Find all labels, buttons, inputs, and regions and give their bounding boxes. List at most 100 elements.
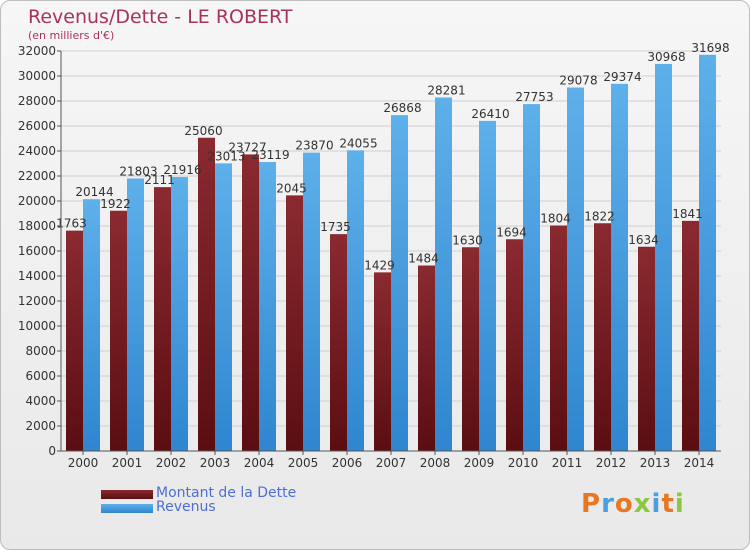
- bar-revenus: [83, 199, 100, 451]
- data-label-revenus: 27753: [515, 90, 553, 104]
- x-tick-label: 2006: [332, 456, 363, 470]
- data-label-revenus: 21803: [119, 164, 157, 178]
- bar-dette: [330, 234, 347, 451]
- bar-dette: [286, 195, 303, 451]
- x-tick-label: 2003: [200, 456, 231, 470]
- bar-revenus: [699, 54, 716, 452]
- bar-revenus: [347, 150, 364, 451]
- bar-dette: [66, 230, 83, 451]
- bar-revenus: [127, 178, 144, 451]
- data-label-dette: 1630: [452, 233, 483, 247]
- y-tick-label: 2000: [25, 419, 56, 433]
- data-label-dette: 1763: [56, 217, 87, 231]
- data-label-revenus: 29374: [603, 70, 641, 84]
- data-label-revenus: 23119: [251, 148, 289, 162]
- y-tick-label: 8000: [25, 344, 56, 358]
- y-tick-label: 12000: [18, 294, 56, 308]
- chart-title: Revenus/Dette - LE ROBERT: [28, 6, 293, 28]
- data-label-revenus: 28281: [427, 83, 465, 97]
- bar-revenus: [303, 152, 320, 451]
- logo-letter: i: [674, 489, 685, 519]
- x-tick-label: 2004: [244, 456, 275, 470]
- data-label-dette: 25060: [184, 124, 222, 138]
- y-tick-label: 4000: [25, 394, 56, 408]
- bar-dette: [374, 272, 391, 451]
- x-tick-label: 2009: [464, 456, 495, 470]
- chart-subtitle: (en milliers d'€): [28, 29, 115, 42]
- data-label-dette: 1694: [496, 225, 527, 239]
- bar-revenus: [523, 104, 540, 452]
- data-label-dette: 1922: [100, 197, 131, 211]
- bar-dette: [638, 246, 655, 451]
- bar-revenus: [655, 63, 672, 452]
- legend-label-dette: Montant de la Dette: [156, 485, 297, 501]
- y-tick-label: 26000: [18, 119, 56, 133]
- legend-label-revenus: Revenus: [156, 499, 216, 515]
- y-tick-label: 0: [48, 444, 56, 458]
- y-tick-label: 14000: [18, 269, 56, 283]
- y-tick-label: 6000: [25, 369, 56, 383]
- bar-revenus: [215, 163, 232, 451]
- bar-dette: [198, 137, 215, 451]
- data-label-dette: 2111: [144, 173, 175, 187]
- data-label-revenus: 26868: [383, 101, 421, 115]
- logo-letter: x: [633, 489, 652, 519]
- bar-revenus: [567, 87, 584, 452]
- bar-revenus: [435, 97, 452, 452]
- x-tick-label: 2013: [640, 456, 671, 470]
- logo-letter: i: [651, 489, 662, 519]
- x-tick-label: 2005: [288, 456, 319, 470]
- bar-dette: [506, 239, 523, 451]
- logo-letter: P: [581, 489, 602, 519]
- y-tick-label: 28000: [18, 94, 56, 108]
- data-label-revenus: 21916: [163, 163, 201, 177]
- data-label-revenus: 24055: [339, 136, 377, 150]
- x-tick-label: 2011: [552, 456, 583, 470]
- data-label-dette: 2045: [276, 181, 307, 195]
- bar-dette: [550, 225, 567, 451]
- x-tick-label: 2002: [156, 456, 187, 470]
- data-label-dette: 1735: [320, 220, 351, 234]
- y-tick-label: 32000: [18, 44, 56, 58]
- x-tick-label: 2014: [684, 456, 715, 470]
- data-label-dette: 1841: [672, 207, 703, 221]
- proxiti-logo: Proxiti: [581, 489, 685, 519]
- y-tick-label: 10000: [18, 319, 56, 333]
- bar-dette: [594, 223, 611, 451]
- bar-dette: [682, 220, 699, 451]
- bar-dette: [418, 265, 435, 451]
- data-label-revenus: 20144: [75, 185, 113, 199]
- data-label-dette: 1484: [408, 252, 439, 266]
- bar-revenus: [611, 83, 628, 451]
- x-tick-label: 2012: [596, 456, 627, 470]
- data-label-dette: 23727: [228, 140, 266, 154]
- data-label-revenus: 30968: [647, 50, 685, 64]
- data-label-revenus: 31698: [691, 41, 729, 55]
- data-label-dette: 1822: [584, 209, 615, 223]
- logo-letter: t: [661, 489, 675, 519]
- y-tick-label: 22000: [18, 169, 56, 183]
- x-tick-label: 2007: [376, 456, 407, 470]
- bar-dette: [154, 187, 171, 451]
- data-label-dette: 1634: [628, 233, 659, 247]
- bar-revenus: [479, 120, 496, 451]
- bar-dette: [242, 154, 259, 451]
- data-label-revenus: 23870: [295, 139, 333, 153]
- legend-swatch-dette: [101, 490, 153, 499]
- legend-swatch-revenus: [101, 504, 153, 513]
- x-tick-label: 2010: [508, 456, 539, 470]
- y-tick-label: 16000: [18, 244, 56, 258]
- data-label-dette: 1429: [364, 258, 395, 272]
- bar-revenus: [391, 115, 408, 452]
- y-tick-label: 18000: [18, 219, 56, 233]
- bar-dette: [110, 210, 127, 451]
- logo-letter: o: [614, 489, 634, 519]
- data-label-dette: 1804: [540, 212, 571, 226]
- x-tick-label: 2001: [112, 456, 143, 470]
- bar-revenus: [259, 162, 276, 451]
- logo-letter: r: [601, 489, 615, 519]
- y-tick-label: 20000: [18, 194, 56, 208]
- x-tick-label: 2008: [420, 456, 451, 470]
